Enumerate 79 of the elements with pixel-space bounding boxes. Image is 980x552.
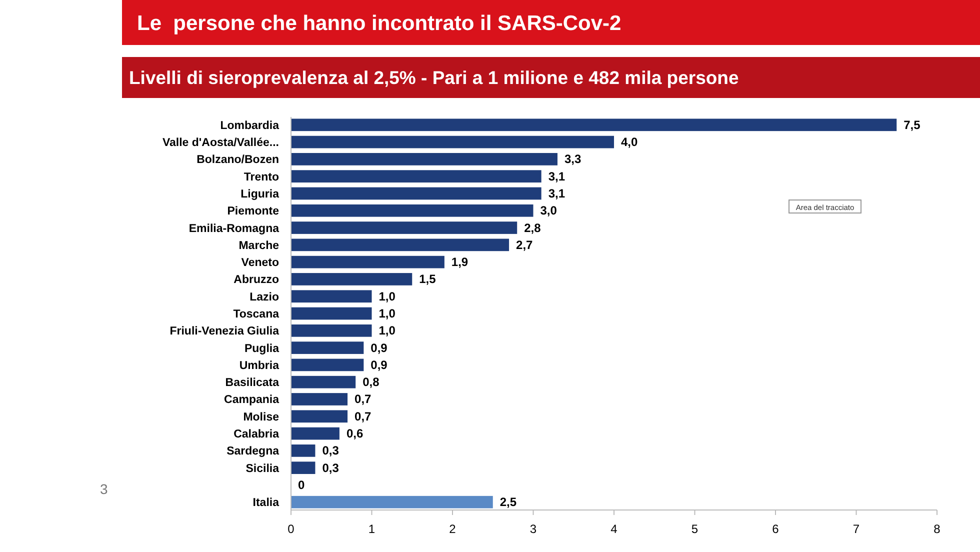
data-label: 1,0 [378, 306, 396, 320]
x-tick-label: 5 [691, 522, 698, 536]
y-tick-label: Marche [238, 240, 279, 252]
data-label: 2,7 [516, 238, 534, 252]
x-tick-label: 4 [610, 522, 618, 536]
x-tick-label: 0 [288, 522, 295, 536]
y-tick-label: Liguria [240, 188, 280, 200]
data-label: 1,0 [378, 289, 396, 304]
bar [291, 410, 348, 423]
bar [291, 153, 558, 166]
x-tick-label: 6 [772, 522, 780, 536]
y-tick-label: Calabria [234, 428, 280, 441]
data-label: 4,0 [621, 135, 638, 150]
y-tick-label: Italia [252, 497, 280, 510]
bar [291, 324, 372, 337]
data-label: 0,7 [354, 392, 372, 406]
bar [291, 222, 518, 234]
data-label: 2,8 [524, 220, 542, 235]
bar [291, 444, 316, 457]
data-label: 3,3 [564, 152, 582, 166]
x-tick-label: 7 [852, 522, 860, 536]
bar [291, 427, 340, 440]
y-tick-label: Sicilia [246, 462, 280, 475]
data-label: 0,9 [370, 358, 388, 372]
bar [291, 136, 614, 148]
bar [291, 238, 510, 252]
y-tick-label: Veneto [241, 257, 279, 270]
y-tick-label: Emilia-Romagna [188, 222, 280, 235]
data-label: 0,3 [322, 460, 340, 475]
chart-subtitle: Livelli di sieroprevalenza al 2,5% - Pari a 1 milione e 482 mila persone [129, 67, 739, 88]
data-label: 1,5 [419, 272, 436, 286]
bar [291, 273, 412, 286]
y-tick-label: Campania [224, 394, 280, 406]
x-tick-label: 3 [530, 522, 537, 536]
data-label: 1,9 [451, 255, 468, 270]
data-label: 7,5 [904, 118, 921, 132]
bar [291, 376, 356, 388]
x-tick-label: 8 [934, 522, 941, 536]
y-tick-label: Puglia [244, 342, 280, 355]
bar [291, 290, 372, 303]
y-tick-label: Lazio [250, 291, 279, 304]
bar [291, 393, 348, 406]
bar [291, 462, 316, 474]
data-label: 0,8 [362, 375, 380, 390]
y-tick-label: Sardegna [226, 446, 280, 458]
y-tick-label: Valle d'Aosta/Vallée... [162, 137, 279, 150]
bar [291, 342, 364, 354]
data-label: 1,0 [378, 324, 396, 338]
y-tick-label: Bolzano/Bozen [196, 154, 279, 166]
data-label: 3,1 [548, 186, 566, 200]
bar [291, 256, 444, 268]
y-tick-label: Molise [243, 411, 279, 424]
x-tick-label: 2 [449, 522, 456, 536]
y-tick-label: Abruzzo [234, 274, 279, 286]
y-tick-label: Piemonte [227, 206, 279, 218]
data-label: 0,6 [346, 426, 364, 441]
data-label: 0,3 [322, 444, 340, 458]
bar [291, 118, 897, 132]
data-label: 2,5 [500, 495, 517, 510]
data-label: 0,9 [370, 340, 388, 355]
y-tick-label: Toscana [233, 308, 280, 320]
data-label: 0,7 [354, 409, 372, 424]
y-tick-label: Basilicata [225, 377, 280, 390]
bar [291, 307, 372, 320]
data-label: 3,1 [548, 169, 566, 184]
bar [291, 204, 534, 217]
bar [291, 496, 493, 508]
bar [291, 187, 542, 200]
chart-title: Le persone che hanno incontrato il SARS-Cov-2 [137, 12, 622, 35]
data-label: 0 [298, 478, 305, 492]
y-tick-label: Lombardia [220, 120, 280, 132]
data-label: 3,0 [540, 204, 558, 218]
x-tick-label: 1 [368, 522, 376, 536]
text: 3 [100, 481, 108, 497]
bar [291, 170, 542, 182]
y-tick-label: Umbria [239, 360, 280, 372]
bar [291, 358, 364, 372]
y-tick-label: Trento [244, 171, 279, 184]
y-tick-label: Friuli-Venezia Giulia [170, 326, 280, 338]
